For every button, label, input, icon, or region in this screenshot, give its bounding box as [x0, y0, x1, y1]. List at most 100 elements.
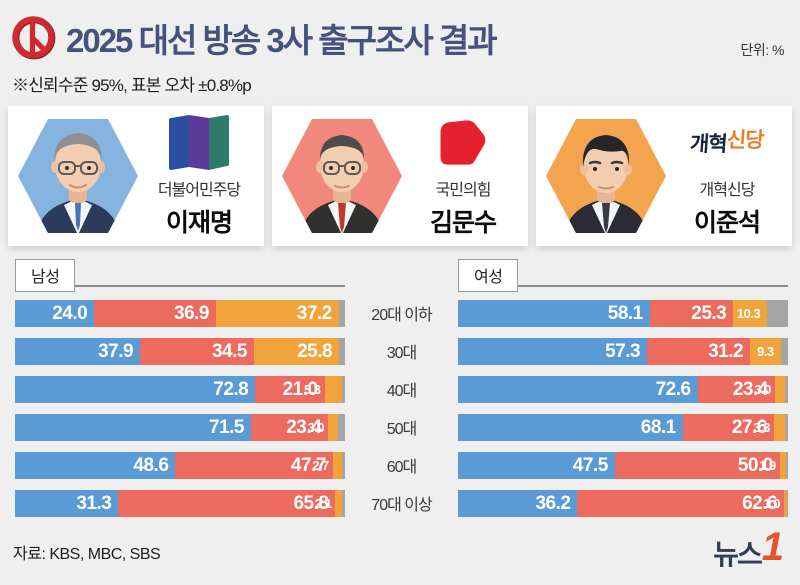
bar-value: 72.8 — [213, 379, 249, 400]
candidate-name: 이재명 — [165, 209, 233, 237]
bar-value: 47.7 — [290, 455, 326, 476]
bar-value: 25.3 — [691, 303, 727, 324]
candidate-photo-kimmoonsoo — [282, 119, 402, 233]
bar-segment-이준석 — [784, 490, 788, 517]
bar-segment-이재명 — [15, 338, 141, 365]
bar-value: 36.2 — [535, 493, 571, 514]
bar-value: 3.3 — [753, 420, 770, 435]
bar-value: 23.4 — [286, 417, 322, 438]
bar-segment-이재명 — [458, 452, 615, 479]
age-group-label: 30대 — [386, 345, 418, 362]
bar-segment-김문수 — [682, 414, 774, 441]
bar-value: 1.9 — [759, 458, 776, 473]
age-group-label: 20대 이하 — [371, 307, 432, 324]
bar-segment-remainder — [342, 376, 345, 403]
candidate-name: 김문수 — [429, 209, 497, 237]
bar-segment-remainder — [784, 376, 788, 403]
bar-segment-김문수 — [175, 452, 333, 479]
panel-header: 남성 — [15, 259, 345, 292]
age-group-label: 70대 이상 — [371, 497, 432, 514]
candidate-card-leejunseok: 개혁신당 개혁신당 이준석 — [536, 106, 792, 246]
stacked-bar: 68.1 27.6 3.3 — [458, 414, 788, 441]
age-group-label: 50대 — [386, 421, 418, 438]
bar-segment-김문수 — [255, 376, 325, 403]
bar-segment-이준석 — [750, 338, 781, 365]
bar-segment-이준석 — [324, 376, 343, 403]
bar-segment-이재명 — [458, 338, 648, 365]
bar-value: 3.0 — [754, 382, 771, 397]
bar-value: 25.8 — [297, 341, 333, 362]
bar-segment-remainder — [338, 300, 345, 327]
stacked-bar: 24.0 36.9 37.2 — [15, 300, 345, 327]
bar-value: 57.3 — [605, 341, 641, 362]
bar-segment-이준석 — [774, 376, 785, 403]
stacked-bar: 36.2 62.6 1.0 — [458, 490, 788, 517]
bar-value: 50.0 — [737, 455, 773, 476]
bar-value: 68.1 — [640, 417, 676, 438]
stacked-bar: 71.5 23.4 3.0 — [15, 414, 345, 441]
bar-value: 48.6 — [133, 455, 169, 476]
avatar-kimmoonsoo — [300, 135, 384, 233]
bar-segment-이재명 — [458, 490, 578, 517]
bar-segment-이재명 — [15, 414, 251, 441]
stacked-bar: 37.9 34.5 25.8 — [15, 338, 345, 365]
candidate-cards: 더불어민주당 이재명 — [8, 106, 792, 246]
bar-segment-이준석 — [779, 452, 787, 479]
bar-segment-remainder — [786, 452, 788, 479]
stacked-bar: 48.6 47.7 2.7 — [15, 452, 345, 479]
bar-value: 2.7 — [312, 458, 329, 473]
bar-segment-이준석 — [328, 414, 339, 441]
bar-value: 2.1 — [314, 496, 332, 511]
bar-value: 47.5 — [572, 455, 608, 476]
exit-poll-charts: 남성 24.0 36.9 37.2 37.9 34.5 25.8 72.8 21.0 5.3 71.… — [15, 259, 800, 519]
bar-segment-김문수 — [250, 414, 329, 441]
bar-value: 65.8 — [293, 493, 329, 514]
avatar-leejaemyung — [36, 133, 120, 233]
bar-value: 24.0 — [52, 303, 88, 324]
bar-segment-김문수 — [697, 376, 775, 403]
news1-logo: 뉴스 1 — [713, 525, 784, 570]
bar-value: 10.3 — [736, 306, 761, 321]
avatar-leejunseok — [564, 135, 648, 233]
bar-segment-김문수 — [647, 338, 751, 365]
candidate-card-leejaemyung: 더불어민주당 이재명 — [8, 106, 264, 246]
bar-segment-이준석 — [215, 300, 339, 327]
bar-segment-remainder — [342, 490, 345, 517]
stacked-bar: 58.1 25.3 10.3 — [458, 300, 788, 327]
age-labels-column: 20대 이하 30대 40대 50대 60대 70대 이상 — [345, 259, 458, 519]
bar-segment-김문수 — [649, 300, 734, 327]
stacked-bar: 31.3 65.8 2.1 — [15, 490, 345, 517]
female-chart-panel: 여성 58.1 25.3 10.3 57.3 31.2 9.3 72.6 23.4 3.0 68.1… — [458, 259, 788, 519]
stacked-bar: 57.3 31.2 9.3 — [458, 338, 788, 365]
candidate-photo-leejaemyung — [18, 119, 138, 233]
party-logo-reform-wordmark: 개혁신당 — [689, 129, 765, 156]
bar-segment-이재명 — [458, 376, 698, 403]
bar-segment-remainder — [339, 338, 345, 365]
party-logo-democratic-flag — [165, 113, 233, 173]
party-logo-ppp-cube — [433, 113, 493, 173]
page-title: 2025 대선 방송 3사 출구조사 결과 — [66, 22, 498, 59]
bar-value: 72.6 — [655, 379, 691, 400]
age-group-label: 60대 — [386, 459, 418, 476]
bar-segment-remainder — [341, 452, 345, 479]
bar-value: 31.2 — [708, 341, 744, 362]
bar-value: 34.5 — [211, 341, 247, 362]
bar-segment-이재명 — [15, 376, 256, 403]
bar-segment-remainder — [787, 490, 788, 517]
ballot-stamp-icon — [10, 14, 58, 62]
bar-value: 62.6 — [742, 493, 778, 514]
party-name: 더불어민주당 — [157, 182, 241, 199]
bar-segment-김문수 — [118, 490, 336, 517]
candidate-name: 이준석 — [693, 209, 761, 237]
bar-segment-이재명 — [15, 490, 119, 517]
bar-value: 71.5 — [208, 417, 244, 438]
panel-label: 여성 — [458, 259, 519, 292]
bar-value: 31.3 — [76, 493, 112, 514]
bar-segment-이준석 — [253, 338, 340, 365]
candidate-photo-leejunseok — [546, 119, 666, 233]
bar-segment-김문수 — [577, 490, 785, 517]
bar-segment-김문수 — [94, 300, 216, 327]
bar-segment-이준석 — [733, 300, 768, 327]
candidate-card-kimmoonsoo: 국민의힘 김문수 — [272, 106, 528, 246]
bar-value: 1.0 — [763, 496, 781, 511]
